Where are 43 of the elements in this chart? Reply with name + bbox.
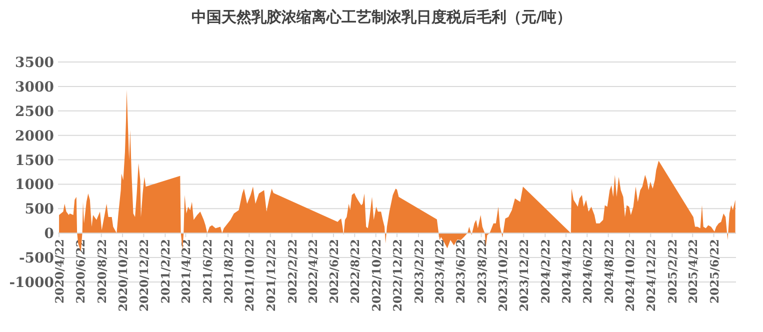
y-tick-label: 3000 [15, 79, 54, 96]
chart-title: 中国天然乳胶浓缩离心工艺制浓乳日度税后毛利（元/吨） [191, 8, 572, 26]
x-tick-label: 2021/2/22 [158, 239, 173, 304]
x-tick-label: 2024/12/22 [644, 239, 658, 312]
x-tick-label: 2023/10/22 [496, 239, 510, 312]
x-tick-label: 2021/4/22 [179, 239, 194, 304]
y-tick-label: 2500 [15, 104, 54, 120]
x-tick-label: 2022/2/22 [285, 239, 300, 304]
x-tick-label: 2025/4/22 [686, 239, 700, 304]
x-tick-label: 2024/2/22 [538, 239, 553, 304]
y-tick-label: 1000 [15, 177, 54, 194]
x-tick-label: 2024/6/22 [580, 239, 595, 304]
x-tick-label: 2020/10/22 [116, 239, 130, 312]
x-tick-label: 2020/4/22 [52, 239, 67, 304]
x-tick-label: 2024/8/22 [602, 239, 616, 304]
x-tick-label: 2021/10/22 [242, 239, 257, 312]
x-tick-label: 2024/4/22 [559, 239, 574, 304]
x-tick-label: 2021/12/22 [264, 239, 278, 312]
y-tick-label: 1500 [15, 152, 54, 169]
y-tick-label: 3500 [15, 55, 54, 71]
x-tick-label: 2022/4/22 [306, 239, 320, 304]
y-tick-label: -500 [18, 250, 54, 267]
x-tick-label: 2024/10/22 [622, 239, 637, 312]
x-tick-label: 2025/2/22 [666, 239, 680, 304]
x-tick-label: 2022/6/22 [327, 239, 342, 304]
x-tick-label: 2023/8/22 [474, 239, 489, 304]
x-tick-label: 2023/12/22 [517, 239, 532, 312]
x-tick-label: 2023/4/22 [432, 239, 446, 304]
x-tick-label: 2023/6/22 [454, 239, 468, 304]
x-tick-label: 2025/6/22 [707, 239, 722, 304]
y-tick-label: -1000 [9, 275, 54, 291]
x-tick-label: 2022/10/22 [369, 239, 384, 312]
x-tick-label: 2020/8/22 [94, 239, 109, 304]
y-tick-label: 2000 [15, 128, 54, 144]
x-tick-label: 2021/6/22 [200, 239, 214, 304]
x-tick-label: 2022/8/22 [348, 239, 362, 304]
y-tick-label: 500 [24, 202, 54, 218]
x-tick-label: 2022/12/22 [390, 239, 404, 312]
y-tick-label: 0 [44, 226, 54, 242]
x-tick-label: 2020/6/22 [74, 239, 88, 304]
x-tick-label: 2021/8/22 [222, 239, 236, 304]
x-tick-label: 2020/12/22 [137, 239, 152, 312]
x-tick-label: 2023/2/22 [412, 239, 426, 304]
